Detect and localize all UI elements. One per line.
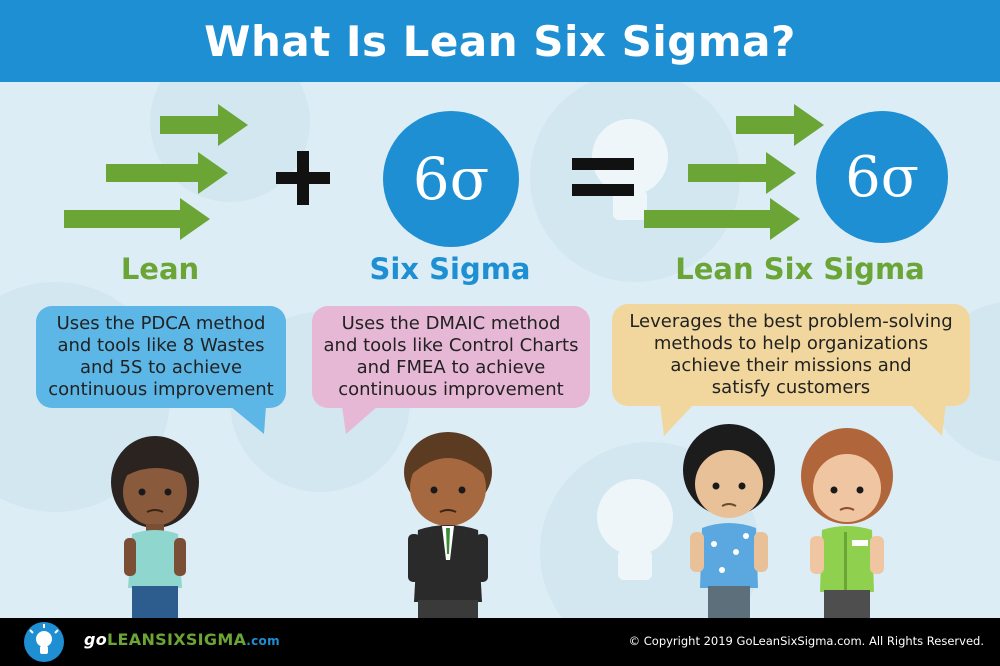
copyright-text: © Copyright 2019 GoLeanSixSigma.com. All…	[628, 634, 984, 648]
bubble-line: Uses the DMAIC method	[341, 313, 561, 334]
brand-logo-text[interactable]: goLEANSIXSIGMA.com	[84, 630, 280, 649]
bubble-line: and tools like Control Charts	[323, 335, 579, 356]
lean-title: Lean	[120, 252, 200, 286]
lean-six-sigma-symbol-text: 6σ	[845, 144, 919, 210]
lightbulb-logo-icon	[24, 622, 64, 662]
equals-icon	[572, 158, 634, 196]
logo-go: go	[84, 630, 108, 649]
bubble-line: and FMEA to achieve	[356, 357, 546, 378]
lean-six-sigma-symbol: 6σ	[816, 111, 948, 243]
bubble-tails	[660, 404, 946, 436]
bubble-line: achieve their missions and	[670, 355, 912, 376]
bubble-line: Uses the PDCA method	[56, 313, 266, 334]
bubble-line: methods to help organizations	[653, 333, 929, 354]
header-banner: What Is Lean Six Sigma?	[0, 0, 1000, 82]
logo-main: LEANSIXSIGMA	[107, 630, 247, 649]
lean-six-sigma-speech-bubble: Leverages the best problem-solving metho…	[612, 304, 970, 406]
logo-com: .com	[246, 634, 280, 648]
lightbulb-watermark-icon	[592, 119, 668, 220]
lean-arrows-icon	[64, 104, 248, 240]
six-sigma-symbol-text: 6σ	[412, 145, 490, 213]
six-sigma-title: Six Sigma	[369, 252, 531, 286]
bubble-line: and tools like 8 Wastes	[57, 335, 265, 356]
bubble-tail	[230, 406, 266, 434]
plus-icon	[276, 151, 330, 205]
lean-six-sigma-arrows-icon	[644, 104, 824, 240]
footer: goLEANSIXSIGMA.com © Copyright 2019 GoLe…	[0, 618, 1000, 666]
infographic-canvas: 6σ 6σ Lean Six Sigma Lean Six Sigma Uses…	[0, 82, 1000, 618]
bubble-line: and 5S to achieve	[79, 357, 243, 378]
lean-six-sigma-title: Lean Six Sigma	[675, 252, 925, 286]
lean-six-sigma-character-illustration-1	[683, 424, 775, 618]
bubble-line: continuous improvement	[48, 379, 274, 400]
six-sigma-character-illustration	[404, 432, 492, 618]
page-title: What Is Lean Six Sigma?	[204, 16, 796, 66]
lean-speech-bubble: Uses the PDCA method and tools like 8 Wa…	[36, 306, 286, 408]
bubble-tail	[342, 406, 378, 434]
six-sigma-symbol: 6σ	[383, 111, 519, 247]
bubble-line: continuous improvement	[338, 379, 564, 400]
six-sigma-speech-bubble: Uses the DMAIC method and tools like Con…	[312, 306, 590, 408]
lightbulb-watermark-icon	[597, 479, 673, 580]
bubble-line: Leverages the best problem-solving	[629, 311, 953, 332]
lean-character-illustration	[111, 436, 199, 618]
bubble-line: satisfy customers	[711, 377, 871, 398]
lean-six-sigma-character-illustration-2	[801, 428, 893, 618]
